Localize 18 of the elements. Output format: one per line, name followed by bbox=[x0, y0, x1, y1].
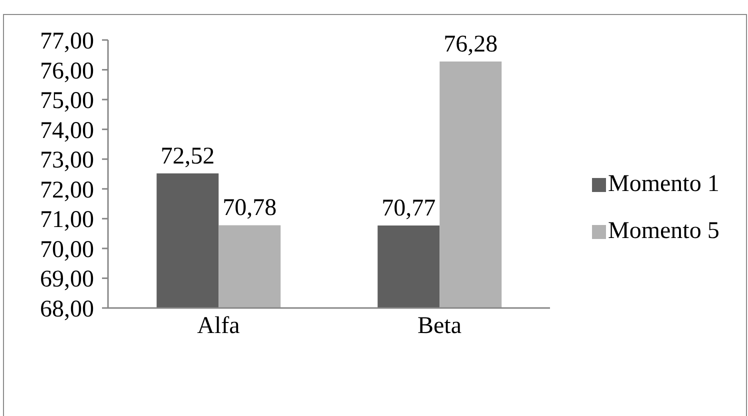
x-tick-label: Beta bbox=[418, 313, 462, 340]
y-tick-label: 77,00 bbox=[40, 28, 94, 55]
y-tick-label: 74,00 bbox=[40, 118, 94, 144]
y-tick-label: 69,00 bbox=[40, 266, 94, 293]
data-label: 70,78 bbox=[222, 195, 277, 222]
y-tick-label: 68,00 bbox=[40, 296, 94, 323]
x-tick-label: Alfa bbox=[197, 313, 240, 340]
legend-label: Momento 5 bbox=[608, 218, 720, 245]
data-label: 72,52 bbox=[160, 143, 215, 170]
y-tick-label: 73,00 bbox=[40, 148, 94, 174]
data-label: 70,77 bbox=[382, 196, 436, 222]
y-tick-label: 71,00 bbox=[40, 207, 94, 234]
y-tick-label: 72,00 bbox=[40, 177, 94, 204]
y-tick-label: 76,00 bbox=[40, 58, 94, 84]
y-tick-label: 70,00 bbox=[40, 236, 94, 263]
y-tick-label: 75,00 bbox=[40, 88, 94, 114]
legend-label: Momento 1 bbox=[608, 171, 720, 198]
data-label: 76,28 bbox=[444, 31, 498, 58]
